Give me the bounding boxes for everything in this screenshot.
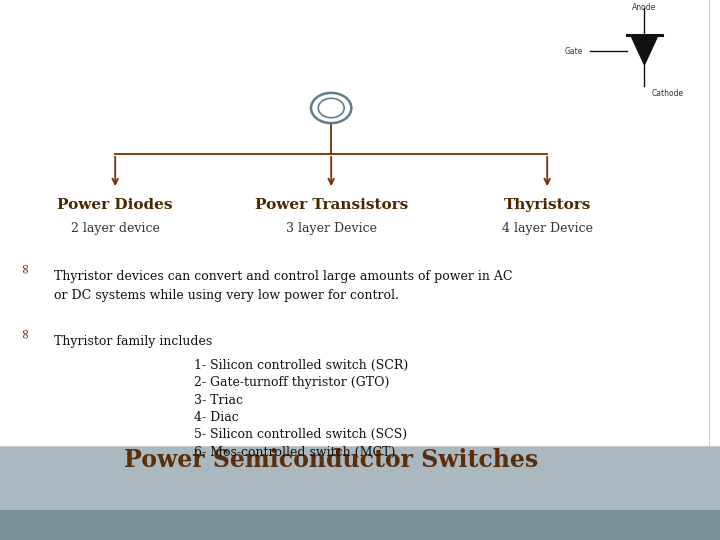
- Text: 4 layer Device: 4 layer Device: [502, 222, 593, 235]
- Text: 1- Silicon controlled switch (SCR): 1- Silicon controlled switch (SCR): [194, 359, 409, 372]
- Text: Cathode: Cathode: [652, 89, 684, 98]
- Text: 3 layer Device: 3 layer Device: [286, 222, 377, 235]
- Text: Power Semiconductor Switches: Power Semiconductor Switches: [124, 448, 539, 472]
- Polygon shape: [631, 35, 658, 65]
- Text: Power Transistors: Power Transistors: [255, 198, 408, 212]
- Text: 5- Silicon controlled switch (SCS): 5- Silicon controlled switch (SCS): [194, 428, 408, 441]
- Bar: [0, 446, 720, 510]
- Text: Thyristor family includes: Thyristor family includes: [54, 335, 212, 348]
- Text: ∞: ∞: [18, 326, 32, 338]
- Text: 6- Mos-controlled switch (MCT): 6- Mos-controlled switch (MCT): [194, 446, 396, 458]
- Bar: [0, 510, 720, 540]
- Text: Thyristor devices can convert and control large amounts of power in AC
or DC sys: Thyristor devices can convert and contro…: [54, 270, 513, 302]
- Text: Anode: Anode: [632, 3, 657, 12]
- Text: ∞: ∞: [18, 261, 32, 273]
- Text: 4- Diac: 4- Diac: [194, 411, 239, 424]
- Text: Gate: Gate: [564, 47, 583, 56]
- Text: 3- Triac: 3- Triac: [194, 394, 243, 407]
- Text: 2 layer device: 2 layer device: [71, 222, 160, 235]
- Bar: [0, 0, 720, 446]
- Text: 2- Gate-turnoff thyristor (GTO): 2- Gate-turnoff thyristor (GTO): [194, 376, 390, 389]
- Text: Power Diodes: Power Diodes: [58, 198, 173, 212]
- Text: Thyristors: Thyristors: [503, 198, 591, 212]
